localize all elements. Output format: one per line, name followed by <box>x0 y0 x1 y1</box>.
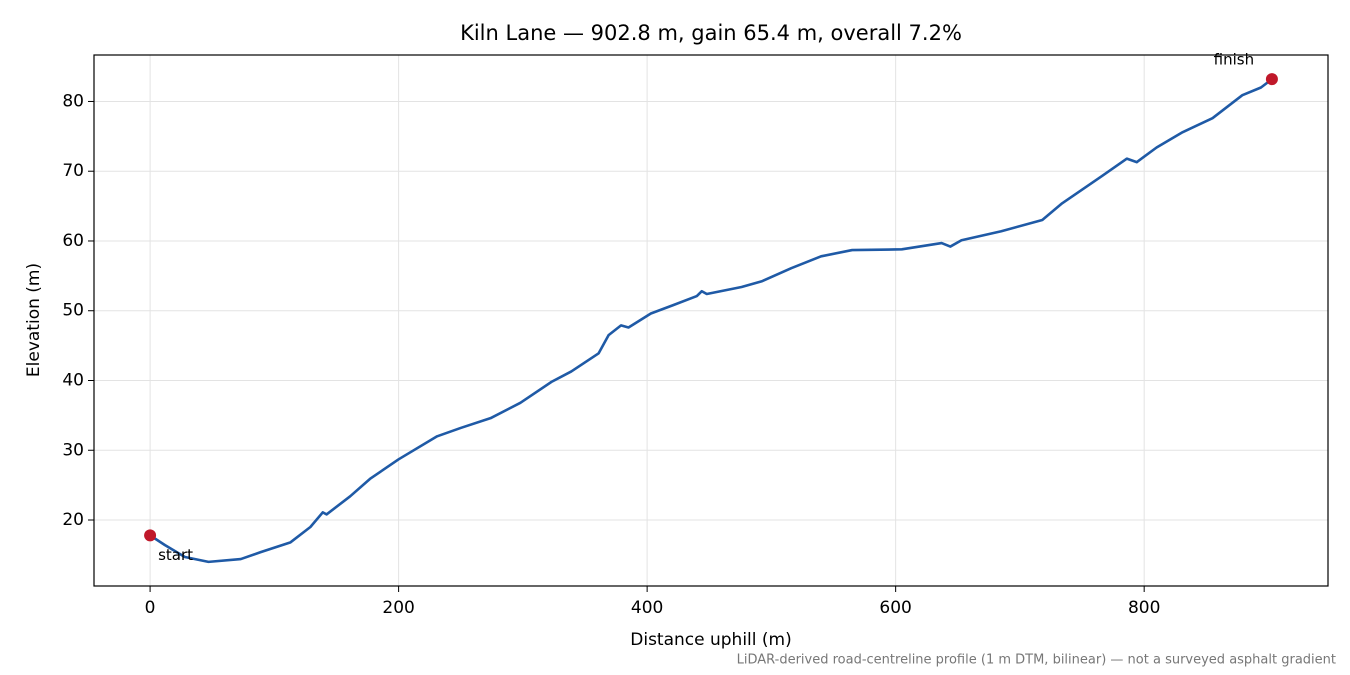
y-tick-label: 80 <box>62 91 84 111</box>
y-axis-label: Elevation (m) <box>24 263 44 377</box>
endpoint-marker <box>144 529 157 542</box>
x-axis-label: Distance uphill (m) <box>630 630 791 650</box>
y-tick-label: 30 <box>62 440 84 460</box>
marker-label: start <box>158 546 193 564</box>
y-tick-label: 20 <box>62 510 84 530</box>
y-tick-label: 70 <box>62 161 84 181</box>
y-tick-label: 40 <box>62 370 84 390</box>
x-tick-label: 600 <box>879 598 911 618</box>
plot-frame <box>93 54 1329 587</box>
x-tick-label: 800 <box>1128 598 1160 618</box>
y-tick-label: 60 <box>62 231 84 251</box>
y-tick-label: 50 <box>62 301 84 321</box>
footnote: LiDAR-derived road-centreline profile (1… <box>737 653 1336 668</box>
endpoint-marker <box>1265 73 1278 86</box>
marker-label: finish <box>1214 51 1254 69</box>
elevation-line <box>149 78 1273 564</box>
x-tick-label: 200 <box>382 598 414 618</box>
chart-title: Kiln Lane — 902.8 m, gain 65.4 m, overal… <box>460 21 962 45</box>
x-tick-label: 0 <box>145 598 156 618</box>
x-tick-label: 400 <box>631 598 663 618</box>
